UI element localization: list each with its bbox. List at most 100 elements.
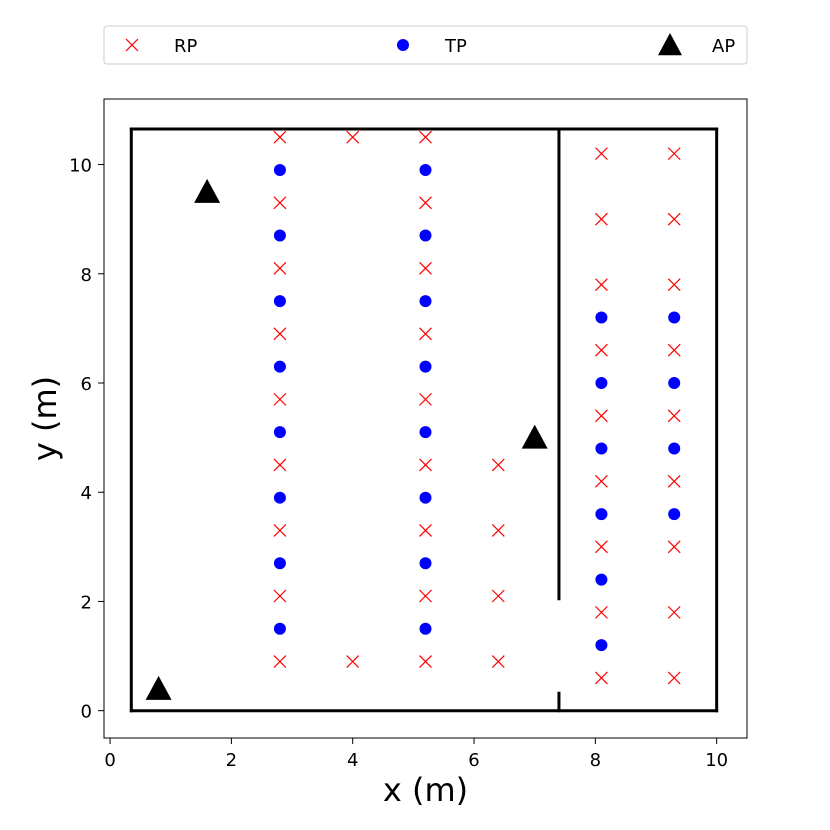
tp-point <box>595 508 608 521</box>
rp-point <box>419 196 432 210</box>
rp-point <box>273 655 287 668</box>
tp-point <box>419 295 432 308</box>
rp-point <box>125 38 139 52</box>
tp-point <box>273 164 286 176</box>
rp-point <box>273 589 287 603</box>
rp-point <box>419 261 432 275</box>
rp-point <box>667 212 681 226</box>
rp-point <box>491 589 505 603</box>
plot-area <box>103 98 748 739</box>
legend-item: TP <box>397 36 467 57</box>
rp-point <box>594 540 608 554</box>
tp-point <box>419 229 432 242</box>
tp-point <box>595 377 608 389</box>
tp-point <box>397 39 409 51</box>
tp-point <box>668 377 681 389</box>
legend: RP TP AP <box>103 25 748 65</box>
rp-point <box>419 458 432 472</box>
tp-point <box>273 229 286 242</box>
rp-point <box>419 130 432 144</box>
floor-plan-walls <box>129 127 719 713</box>
tp-point <box>273 491 286 504</box>
rp-point <box>594 278 608 292</box>
tp-point <box>273 295 286 308</box>
rp-point <box>667 540 681 554</box>
rp-point <box>667 278 681 292</box>
rp-point <box>419 392 432 406</box>
y-tick-label: 2 <box>81 592 92 613</box>
tp-point <box>419 622 432 635</box>
x-tick-label: 6 <box>468 750 479 771</box>
tp-point <box>419 426 432 439</box>
tp-point <box>273 622 286 635</box>
tp-point <box>595 311 608 324</box>
y-tick-label: 8 <box>81 265 92 286</box>
x-axis-title: x (m) <box>383 771 468 809</box>
rp-point <box>667 147 681 161</box>
tp-point <box>273 426 286 439</box>
rp-point <box>346 655 360 668</box>
rp-point <box>273 392 287 406</box>
rp-point <box>667 409 681 423</box>
rp-point <box>594 343 608 357</box>
legend-label: TP <box>444 36 467 57</box>
rp-point <box>667 343 681 357</box>
tp-point <box>419 164 432 176</box>
rp-point <box>594 212 608 226</box>
legend-item: RP <box>125 36 198 57</box>
ap-point <box>521 424 548 449</box>
rp-point <box>594 671 608 685</box>
y-tick-label: 10 <box>69 156 92 177</box>
ap-point <box>658 33 682 56</box>
data-points <box>145 130 681 700</box>
ap-point <box>145 675 172 700</box>
x-tick-label: 0 <box>104 750 115 771</box>
rp-point <box>491 655 505 668</box>
legend-label: AP <box>712 36 735 57</box>
legend-label: RP <box>174 36 198 57</box>
rp-point <box>273 458 287 472</box>
rp-point <box>491 524 505 537</box>
rp-point <box>594 147 608 161</box>
x-tick-label: 4 <box>347 750 358 771</box>
tp-point <box>419 360 432 373</box>
rp-point <box>667 671 681 685</box>
rp-point <box>419 524 432 537</box>
rp-point <box>667 474 681 488</box>
y-axis: 0 2 4 6 8 10 <box>69 156 104 723</box>
tp-point <box>419 557 432 570</box>
rp-point <box>346 130 360 144</box>
rp-point <box>491 458 505 472</box>
tp-point <box>273 557 286 570</box>
y-axis-title: y (m) <box>26 376 64 461</box>
rp-point <box>273 524 287 537</box>
rp-point <box>594 605 608 619</box>
tp-point <box>668 442 681 455</box>
x-tick-label: 2 <box>226 750 237 771</box>
rp-point <box>419 327 432 341</box>
rp-point <box>594 474 608 488</box>
rp-point <box>273 196 287 210</box>
tp-point <box>595 573 608 586</box>
y-tick-label: 4 <box>81 483 92 504</box>
tp-point <box>419 491 432 504</box>
x-tick-label: 10 <box>705 750 728 771</box>
tp-point <box>595 639 608 652</box>
x-axis: 0 2 4 6 8 10 <box>104 738 728 771</box>
rp-point <box>594 409 608 423</box>
legend-item: AP <box>658 33 735 57</box>
y-tick-label: 6 <box>81 374 92 395</box>
rp-point <box>667 605 681 619</box>
rp-point <box>273 261 287 275</box>
rp-point <box>419 655 432 668</box>
legend-box <box>103 25 748 65</box>
tp-point <box>668 311 681 324</box>
ap-point <box>194 178 221 203</box>
tp-point <box>668 508 681 521</box>
rp-point <box>273 130 287 144</box>
rp-point <box>419 589 432 603</box>
tp-point <box>595 442 608 455</box>
x-tick-label: 8 <box>590 750 601 771</box>
tp-point <box>273 360 286 373</box>
